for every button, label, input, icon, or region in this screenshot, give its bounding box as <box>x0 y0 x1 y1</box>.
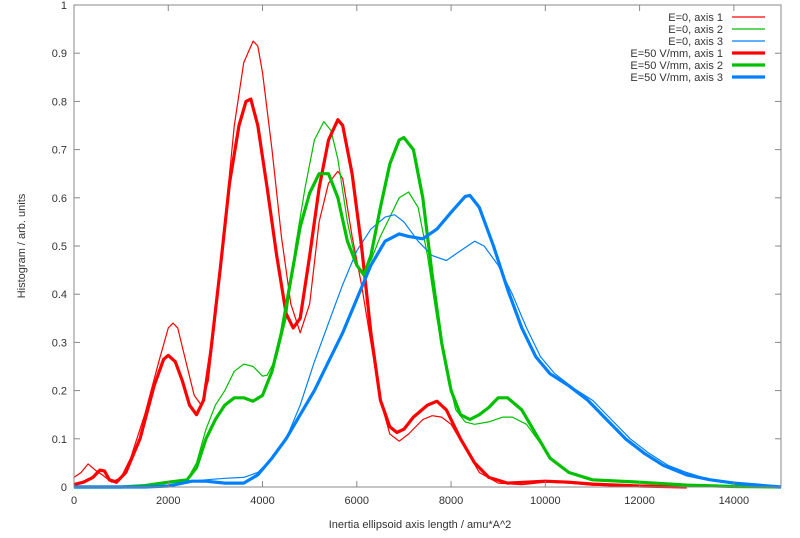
y-tick-label: 0.8 <box>52 96 67 108</box>
ticks-layer: 0 2000 4000 6000 8000 10000 12000 14000 0 0.1 0.2 0… <box>52 0 781 507</box>
legend-label: E=50 V/mm, axis 3 <box>630 72 723 84</box>
series-layer <box>73 40 782 489</box>
x-axis-label: Inertia ellipsoid axis length / amu*A^2 <box>329 519 511 531</box>
legend: E=0, axis 1E=0, axis 2E=0, axis 3E=50 V/… <box>630 12 765 84</box>
series-line-e-0-axis-3 <box>74 214 782 488</box>
series-line-e-0-axis-1 <box>73 40 687 488</box>
y-tick-label: 0.4 <box>52 289 67 301</box>
y-tick-label: 0.5 <box>52 241 67 253</box>
series-line-e-50-v-mm-axis-3 <box>74 193 782 489</box>
series-line-e-50-v-mm-axis-2 <box>74 136 782 489</box>
x-tick-label: 14000 <box>719 495 750 507</box>
series-line-e-50-v-mm-axis-1 <box>73 97 687 489</box>
y-tick-label: 0.3 <box>52 337 67 349</box>
y-tick-label: 0 <box>61 482 67 494</box>
y-tick-label: 0.6 <box>52 193 67 205</box>
x-tick-label: 8000 <box>439 495 463 507</box>
legend-label: E=0, axis 2 <box>668 24 723 36</box>
y-axis-label: Histogram / arb. units <box>16 193 28 298</box>
y-tick-label: 0.2 <box>52 386 67 398</box>
legend-label: E=0, axis 1 <box>668 12 723 24</box>
x-tick-label: 0 <box>71 495 77 507</box>
legend-label: E=50 V/mm, axis 1 <box>630 48 723 60</box>
y-tick-label: 0.7 <box>52 145 67 157</box>
x-tick-label: 12000 <box>624 495 655 507</box>
legend-label: E=50 V/mm, axis 2 <box>630 60 723 72</box>
x-tick-label: 6000 <box>345 495 369 507</box>
y-tick-label: 1 <box>61 0 67 12</box>
x-tick-label: 10000 <box>530 495 561 507</box>
y-tick-label: 0.1 <box>52 434 67 446</box>
x-tick-label: 4000 <box>250 495 274 507</box>
legend-label: E=0, axis 3 <box>668 36 723 48</box>
y-tick-label: 0.9 <box>52 48 67 60</box>
x-tick-label: 2000 <box>156 495 180 507</box>
series-line-e-0-axis-2 <box>74 121 781 488</box>
